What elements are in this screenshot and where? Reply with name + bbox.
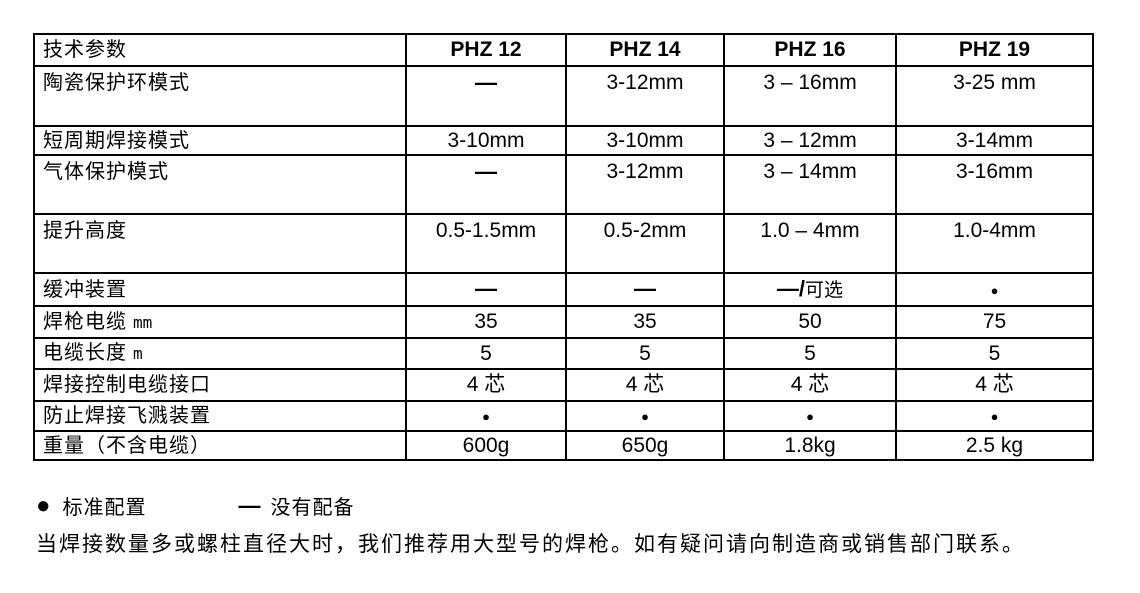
row-label: 缓冲装置 bbox=[33, 272, 407, 307]
header-model-phz-19: PHZ 19 bbox=[895, 33, 1094, 67]
cell-value: 3-10mm bbox=[565, 125, 725, 156]
dash-icon: — bbox=[475, 70, 497, 95]
standard-config-label: 标准配置 bbox=[62, 497, 147, 519]
table-row-lift-height: 提升高度 0.5-1.5mm 0.5-2mm 1.0 – 4mm 1.0-4mm bbox=[33, 213, 1094, 274]
cell-value: 2.5 kg bbox=[895, 430, 1094, 461]
cell-value: 5 bbox=[565, 337, 725, 370]
row-label: 重量（不含电缆） bbox=[33, 430, 407, 461]
table-header-row: 技术参数 PHZ 12 PHZ 14 PHZ 16 PHZ 19 bbox=[33, 33, 1094, 67]
legend: ● 标准配置 — 没有配备 bbox=[36, 491, 355, 520]
recommendation-note: 当焊接数量多或螺柱直径大时，我们推荐用大型号的焊枪。如有疑问请向制造商或销售部门… bbox=[36, 533, 1025, 556]
cell-value: 3-12mm bbox=[565, 65, 725, 127]
cell-value: 650g bbox=[565, 430, 725, 461]
bullet-icon: ● bbox=[482, 409, 490, 424]
dash-icon: — bbox=[634, 276, 656, 301]
cell-value: ● bbox=[723, 400, 897, 432]
cell-value: ● bbox=[565, 400, 725, 432]
cell-value: 0.5-1.5mm bbox=[405, 213, 567, 274]
not-equipped-dash-icon: — bbox=[238, 492, 261, 518]
cell-value: 35 bbox=[405, 305, 567, 339]
cell-value: — bbox=[405, 154, 567, 215]
cell-value: 3-14mm bbox=[895, 125, 1094, 156]
table-row-gas-shield-mode: 气体保护模式 — 3-12mm 3 – 14mm 3-16mm bbox=[33, 154, 1094, 215]
cell-value: 3 – 12mm bbox=[723, 125, 897, 156]
bullet-icon: ● bbox=[990, 282, 999, 298]
cell-value: 4 芯 bbox=[723, 368, 897, 402]
dash-icon: — bbox=[475, 159, 497, 184]
cell-value: ● bbox=[895, 400, 1094, 432]
row-label: 陶瓷保护环模式 bbox=[33, 65, 407, 127]
row-label-text: 电缆长度 bbox=[43, 342, 127, 364]
cell-value: — bbox=[405, 272, 567, 307]
header-param-label: 技术参数 bbox=[33, 33, 407, 67]
table-row-cable-length: 电缆长度 m 5 5 5 5 bbox=[33, 337, 1094, 370]
table-row-short-cycle-mode: 短周期焊接模式 3-10mm 3-10mm 3 – 12mm 3-14mm bbox=[33, 125, 1094, 156]
cell-value: 0.5-2mm bbox=[565, 213, 725, 274]
cell-value: 1.8kg bbox=[723, 430, 897, 461]
cell-value: 1.0 – 4mm bbox=[723, 213, 897, 274]
header-model-phz-12: PHZ 12 bbox=[405, 33, 567, 67]
cell-value: —/可选 bbox=[723, 272, 897, 307]
cell-value: — bbox=[565, 272, 725, 307]
row-label-text: 焊枪电缆 bbox=[43, 310, 127, 333]
bullet-icon: ● bbox=[806, 409, 814, 424]
cell-value: 3 – 16mm bbox=[723, 65, 897, 127]
table-row-gun-cable: 焊枪电缆 mm 35 35 50 75 bbox=[33, 305, 1094, 339]
row-label: 提升高度 bbox=[33, 213, 407, 274]
row-label: 短周期焊接模式 bbox=[33, 125, 407, 156]
table-row-spatter-protection: 防止焊接飞溅装置 ● ● ● ● bbox=[33, 400, 1094, 432]
header-model-phz-16: PHZ 16 bbox=[723, 33, 897, 67]
cell-value: 3-25 mm bbox=[895, 65, 1094, 127]
row-unit-label: m bbox=[133, 344, 143, 363]
not-equipped-label: 没有配备 bbox=[270, 497, 355, 519]
header-model-phz-14: PHZ 14 bbox=[565, 33, 725, 67]
cell-value: 35 bbox=[565, 305, 725, 339]
row-label: 防止焊接飞溅装置 bbox=[33, 400, 407, 432]
cell-value: 5 bbox=[405, 337, 567, 370]
bullet-icon: ● bbox=[641, 409, 649, 424]
table-row-damper-device: 缓冲装置 — — —/可选 ● bbox=[33, 272, 1094, 307]
cell-value: 5 bbox=[723, 337, 897, 370]
cell-value: 4 芯 bbox=[565, 368, 725, 402]
table-row-ceramic-ferrule-mode: 陶瓷保护环模式 — 3-12mm 3 – 16mm 3-25 mm bbox=[33, 65, 1094, 127]
cell-value: ● bbox=[405, 400, 567, 432]
cell-value: 50 bbox=[723, 305, 897, 339]
standard-bullet-icon: ● bbox=[36, 491, 51, 519]
cell-value: 4 芯 bbox=[895, 368, 1094, 402]
cell-value: 3-16mm bbox=[895, 154, 1094, 215]
cell-value: 3-10mm bbox=[405, 125, 567, 156]
cell-value: ● bbox=[895, 272, 1094, 307]
cell-value: 600g bbox=[405, 430, 567, 461]
optional-label: 可选 bbox=[805, 279, 844, 301]
row-label: 电缆长度 m bbox=[33, 337, 407, 370]
table-row-weight: 重量（不含电缆） 600g 650g 1.8kg 2.5 kg bbox=[33, 430, 1094, 461]
cell-value: 4 芯 bbox=[405, 368, 567, 402]
table-row-control-cable-interface: 焊接控制电缆接口 4 芯 4 芯 4 芯 4 芯 bbox=[33, 368, 1094, 402]
cell-value: 3 – 14mm bbox=[723, 154, 897, 215]
row-unit-label: mm bbox=[133, 312, 153, 332]
dash-icon: — bbox=[475, 276, 497, 301]
cell-value: 3-12mm bbox=[565, 154, 725, 215]
cell-value: 75 bbox=[895, 305, 1094, 339]
bullet-icon: ● bbox=[990, 409, 999, 424]
cell-value: — bbox=[405, 65, 567, 127]
row-label: 焊接控制电缆接口 bbox=[33, 368, 407, 402]
cell-value: 1.0-4mm bbox=[895, 213, 1094, 274]
row-label: 焊枪电缆 mm bbox=[33, 305, 407, 339]
cell-value: 5 bbox=[895, 337, 1094, 370]
spec-table: 技术参数 PHZ 12 PHZ 14 PHZ 16 PHZ 19 陶瓷保护环模式… bbox=[33, 33, 1094, 461]
dash-slash-icon: —/ bbox=[776, 275, 806, 301]
row-label: 气体保护模式 bbox=[33, 154, 407, 215]
